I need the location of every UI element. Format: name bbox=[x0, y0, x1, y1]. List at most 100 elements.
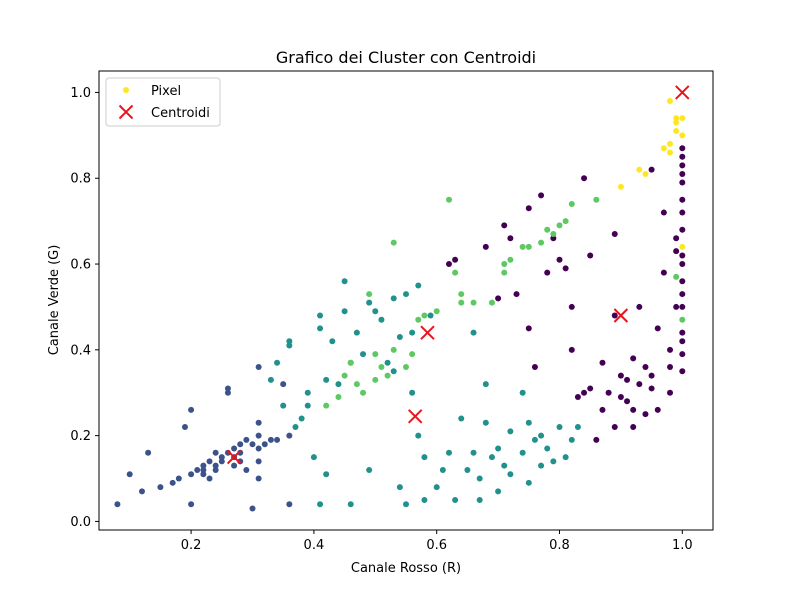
pixel-point bbox=[519, 449, 526, 456]
pixel-point bbox=[347, 359, 354, 366]
pixel-point bbox=[525, 325, 532, 332]
legend-centroid-label: Centroidi bbox=[151, 106, 210, 121]
pixel-point bbox=[353, 329, 360, 336]
pixel-point bbox=[642, 170, 649, 177]
pixel-point bbox=[304, 402, 311, 409]
pixel-point bbox=[599, 406, 606, 413]
centroid-marker bbox=[675, 85, 690, 100]
pixel-point bbox=[495, 445, 502, 452]
pixel-point bbox=[366, 299, 373, 306]
pixel-point bbox=[519, 389, 526, 396]
pixel-point bbox=[310, 454, 317, 461]
pixel-point bbox=[421, 312, 428, 319]
pixel-point bbox=[286, 501, 293, 508]
pixel-point bbox=[445, 196, 452, 203]
pixel-point bbox=[231, 445, 238, 452]
pixel-point bbox=[642, 363, 649, 370]
pixel-point bbox=[488, 454, 495, 461]
y-tick-label: 1.0 bbox=[70, 86, 91, 101]
pixel-point bbox=[538, 462, 545, 469]
pixel-point bbox=[126, 471, 133, 478]
pixel-point bbox=[452, 269, 459, 276]
plot-area: 0.2 0.4 0.6 0.8 1.0 0.0 0.2 0.4 0.6 0.8 1.0 bbox=[70, 70, 714, 553]
pixel-point bbox=[679, 316, 686, 323]
pixel-point bbox=[286, 338, 293, 345]
pixel-point bbox=[445, 449, 452, 456]
pixel-point bbox=[433, 308, 440, 315]
pixel-point bbox=[378, 363, 385, 370]
y-tick-label: 0.4 bbox=[70, 343, 91, 358]
pixel-point bbox=[188, 501, 195, 508]
pixel-point bbox=[611, 231, 618, 238]
pixel-point bbox=[218, 458, 225, 465]
pixel-point bbox=[267, 376, 274, 383]
pixel-point bbox=[525, 419, 532, 426]
pixel-point bbox=[679, 153, 686, 160]
pixel-point bbox=[255, 419, 262, 426]
pixel-point bbox=[286, 432, 293, 439]
legend: Pixel Centroidi bbox=[105, 77, 221, 127]
pixel-point bbox=[550, 231, 557, 238]
pixel-point bbox=[525, 205, 532, 212]
pixel-point bbox=[255, 432, 262, 439]
pixel-point bbox=[470, 449, 477, 456]
pixel-point bbox=[488, 299, 495, 306]
pixel-point bbox=[531, 363, 538, 370]
pixel-point bbox=[648, 166, 655, 173]
pixel-point bbox=[157, 484, 164, 491]
pixel-point bbox=[372, 351, 379, 358]
pixel-point bbox=[403, 291, 409, 298]
pixel-point bbox=[660, 269, 667, 276]
pixel-point bbox=[525, 479, 532, 486]
pixel-point bbox=[679, 145, 686, 152]
pixel-point bbox=[175, 475, 182, 482]
pixel-point bbox=[673, 273, 680, 280]
x-tick-label: 0.6 bbox=[426, 538, 447, 553]
pixel-point bbox=[599, 359, 606, 366]
pixel-point bbox=[562, 218, 569, 225]
pixel-point bbox=[255, 445, 262, 452]
pixel-point bbox=[188, 406, 195, 413]
pixel-point bbox=[636, 381, 643, 388]
pixel-point bbox=[538, 192, 545, 199]
pixel-point bbox=[617, 183, 624, 190]
pixel-point bbox=[679, 278, 686, 285]
pixel-point bbox=[630, 355, 637, 362]
pixel-point bbox=[611, 312, 618, 319]
pixel-point bbox=[679, 261, 686, 268]
pixel-point bbox=[624, 398, 631, 405]
pixel-point bbox=[360, 389, 367, 396]
pixel-point bbox=[660, 209, 667, 216]
pixel-point bbox=[341, 372, 348, 379]
pixel-point bbox=[249, 441, 256, 448]
pixel-point bbox=[200, 471, 207, 478]
pixel-point bbox=[667, 389, 674, 396]
pixel-point bbox=[593, 436, 600, 443]
chart-title: Grafico dei Cluster con Centroidi bbox=[276, 48, 536, 67]
pixel-point bbox=[341, 308, 348, 315]
y-tick-label: 0.2 bbox=[70, 429, 91, 444]
pixel-point bbox=[458, 415, 465, 422]
pixel-point bbox=[667, 346, 674, 353]
pixel-point bbox=[587, 252, 594, 259]
pixel-point bbox=[660, 145, 667, 152]
pixel-point bbox=[568, 436, 575, 443]
pixel-point bbox=[673, 128, 680, 135]
pixel-point bbox=[255, 363, 262, 370]
pixel-point bbox=[581, 389, 588, 396]
pixel-point bbox=[476, 496, 483, 503]
pixel-point bbox=[568, 200, 575, 207]
pixel-point bbox=[409, 329, 416, 336]
pixel-point bbox=[501, 261, 508, 268]
centroid-stroke bbox=[675, 85, 690, 100]
pixel-point bbox=[482, 381, 489, 388]
pixel-point bbox=[255, 458, 262, 465]
pixel-point bbox=[458, 299, 465, 306]
pixel-point bbox=[390, 368, 397, 375]
pixel-point bbox=[679, 162, 686, 169]
legend-centroid-x bbox=[118, 104, 134, 120]
x-tick-label: 0.2 bbox=[181, 538, 202, 553]
centroid-marker bbox=[408, 409, 423, 424]
pixel-point bbox=[323, 471, 330, 478]
pixel-point bbox=[673, 235, 680, 242]
